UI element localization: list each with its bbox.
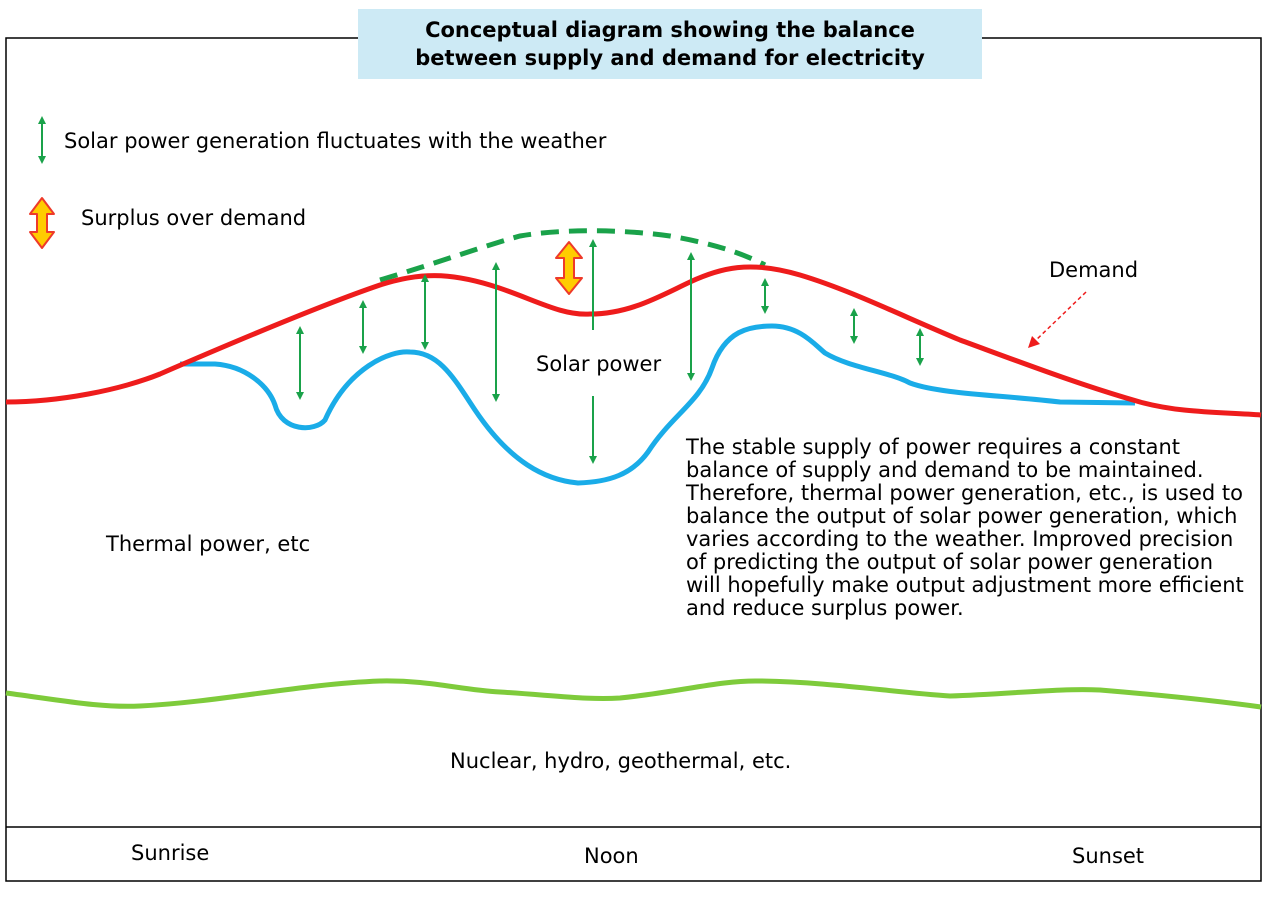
surplus-arrow-legend bbox=[29, 197, 55, 249]
legend-surplus-label: Surplus over demand bbox=[81, 206, 307, 230]
surplus-arrows bbox=[29, 197, 583, 295]
sunset-label: Sunset bbox=[1072, 844, 1145, 868]
diagram-title: Conceptual diagram showing the balance b… bbox=[358, 9, 982, 79]
fluctuation-arrows bbox=[38, 116, 924, 464]
baseload-line bbox=[5, 678, 1262, 710]
solar-power-label: Solar power bbox=[536, 352, 662, 376]
thermal-power-label: Thermal power, etc bbox=[106, 532, 311, 556]
sunrise-label: Sunrise bbox=[131, 841, 210, 865]
solar-potential-dashed-line bbox=[379, 228, 767, 283]
description-text: The stable supply of power requires a co… bbox=[686, 436, 1246, 628]
demand-pointer bbox=[1028, 291, 1087, 348]
surplus-arrow bbox=[555, 241, 583, 295]
demand-line bbox=[5, 264, 1262, 418]
noon-label: Noon bbox=[584, 844, 639, 868]
demand-label: Demand bbox=[1049, 258, 1139, 282]
legend-fluctuation-label: Solar power generation fluctuates with t… bbox=[64, 129, 607, 153]
baseload-label: Nuclear, hydro, geothermal, etc. bbox=[450, 749, 792, 773]
solar-supply-line bbox=[180, 323, 1136, 486]
